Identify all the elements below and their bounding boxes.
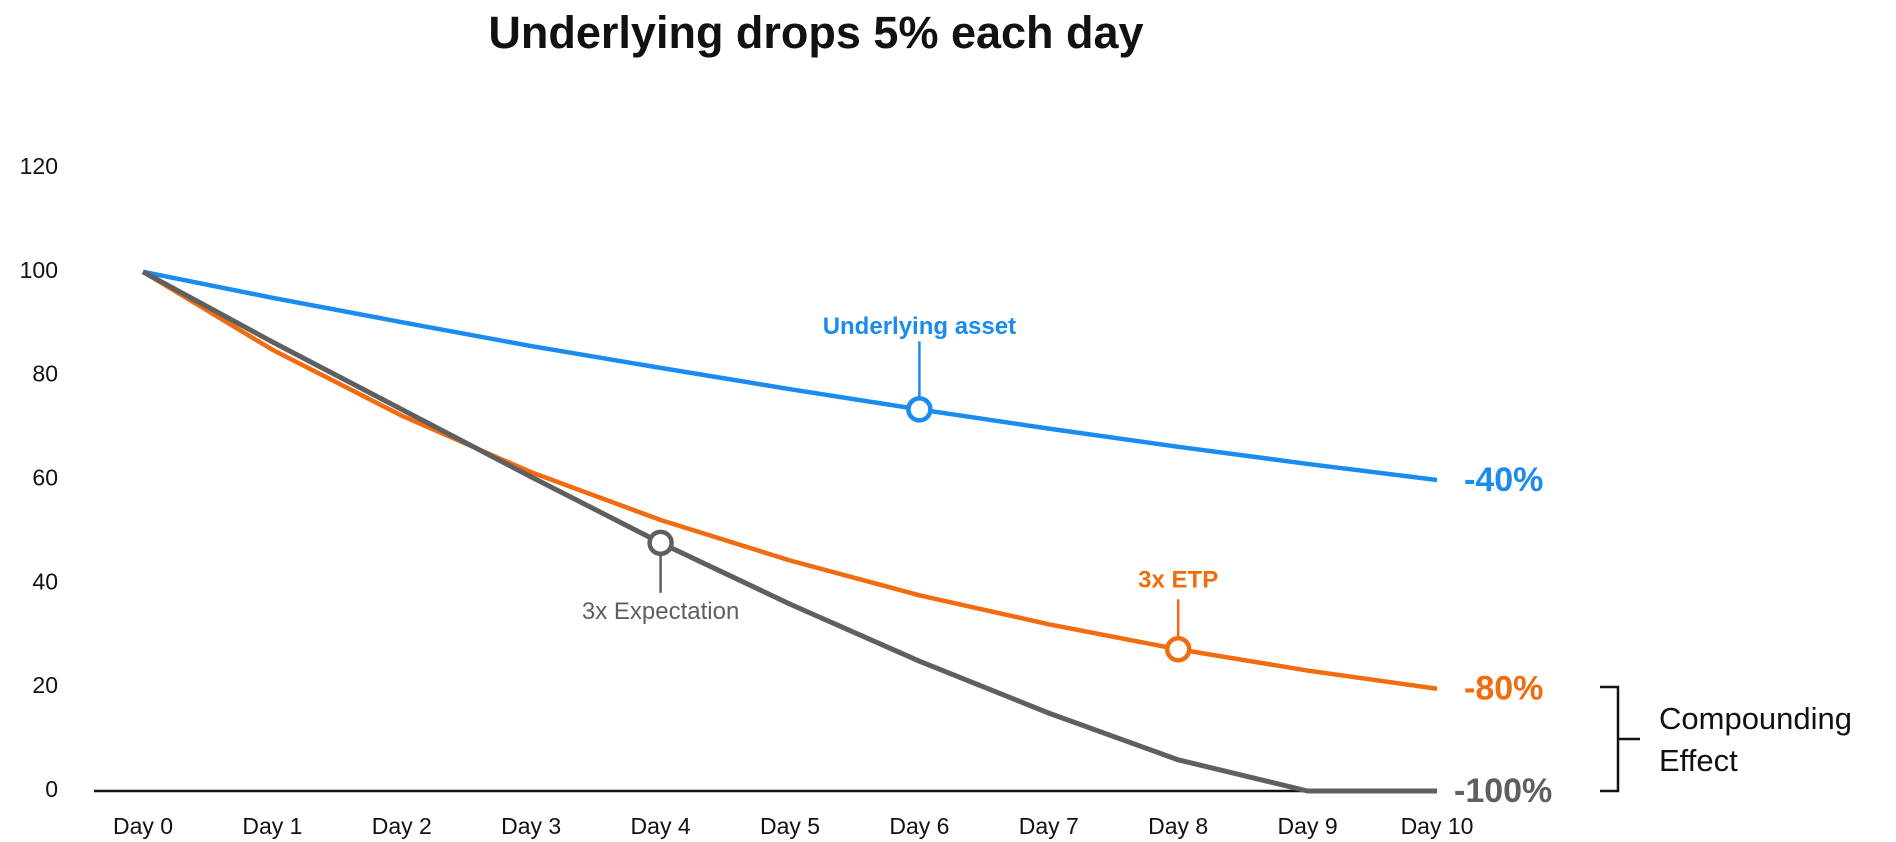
change-label: -40% [1464, 461, 1543, 499]
y-tick-label: 100 [20, 257, 58, 283]
y-tick-label: 20 [32, 672, 58, 698]
y-tick-label: 80 [32, 361, 58, 387]
change-label: -80% [1464, 670, 1543, 708]
x-tick-label: Day 5 [760, 813, 820, 839]
point [647, 529, 674, 557]
bracket-shape [1600, 685, 1640, 793]
x-tick-label: Day 0 [113, 813, 173, 839]
point [1164, 636, 1192, 663]
x-tick-label: Day 10 [1401, 813, 1474, 839]
series-label: 3x Expectation [582, 598, 739, 625]
x-tick-label: Day 4 [631, 813, 691, 839]
line [141, 269, 1438, 691]
x-tick-label: Day 9 [1278, 813, 1338, 839]
x-tick-label: Day 8 [1148, 813, 1208, 839]
line [141, 269, 1437, 794]
x-tick-label: Day 3 [501, 813, 561, 839]
y-tick-label: 60 [32, 465, 58, 491]
x-tick-label: Day 6 [889, 813, 949, 839]
x-tick-label: Day 2 [372, 813, 432, 839]
series-label: Underlying asset [823, 313, 1016, 340]
y-tick-label: 120 [20, 153, 58, 179]
annotation: Compounding Effect [1659, 701, 1853, 778]
y-tick-label: 0 [45, 776, 58, 802]
point [906, 396, 933, 423]
x-tick-label: Day 1 [242, 813, 302, 839]
series-label: 3x ETP [1138, 567, 1218, 594]
y-tick-label: 40 [32, 568, 58, 594]
change-label: -100% [1454, 772, 1552, 810]
x-tick-label: Day 7 [1019, 813, 1079, 839]
line [142, 269, 1438, 483]
chart-title: Underlying drops 5% each day [488, 7, 1143, 58]
bracket [1600, 685, 1640, 793]
